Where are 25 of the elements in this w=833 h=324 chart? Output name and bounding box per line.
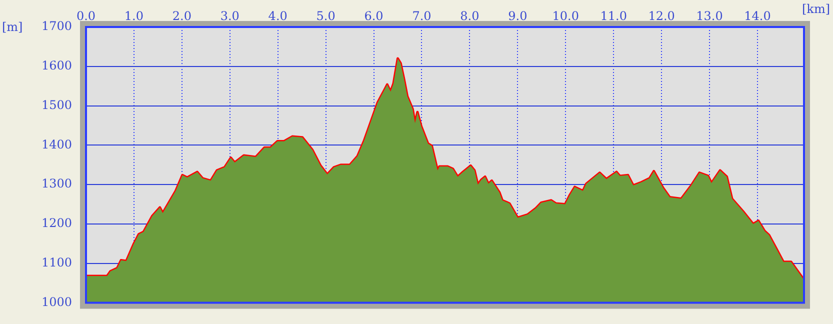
x-tick-label: 8.0 xyxy=(460,8,480,23)
x-tick-label: 2.0 xyxy=(172,8,192,23)
y-tick-label: 1700 xyxy=(41,19,72,34)
y-tick-label: 1300 xyxy=(41,176,72,191)
x-tick-label: 10.0 xyxy=(552,8,579,23)
x-tick-label: 7.0 xyxy=(412,8,432,23)
x-tick-label: 0.0 xyxy=(76,8,96,23)
y-tick-label: 1600 xyxy=(41,58,72,73)
y-tick-label: 1200 xyxy=(41,216,72,230)
x-tick-label: 12.0 xyxy=(648,8,675,23)
x-tick-label: 5.0 xyxy=(316,8,336,23)
x-tick-label: 9.0 xyxy=(508,8,528,23)
y-tick-label: 1100 xyxy=(41,256,72,270)
x-tick-label: 4.0 xyxy=(268,8,288,23)
x-tick-label: 13.0 xyxy=(696,8,723,23)
y-axis-title: [m] xyxy=(2,20,23,34)
y-tick-label: 1400 xyxy=(41,137,72,152)
y-tick-label: 1000 xyxy=(41,294,72,309)
x-tick-label: 11.0 xyxy=(600,8,627,23)
x-tick-label: 6.0 xyxy=(364,8,384,23)
x-tick-label: 1.0 xyxy=(124,8,144,23)
x-tick-label: 14.0 xyxy=(744,8,771,23)
x-tick-label: 3.0 xyxy=(220,8,240,23)
x-axis-title: [km] xyxy=(802,2,830,16)
y-tick-label: 1500 xyxy=(41,98,72,112)
